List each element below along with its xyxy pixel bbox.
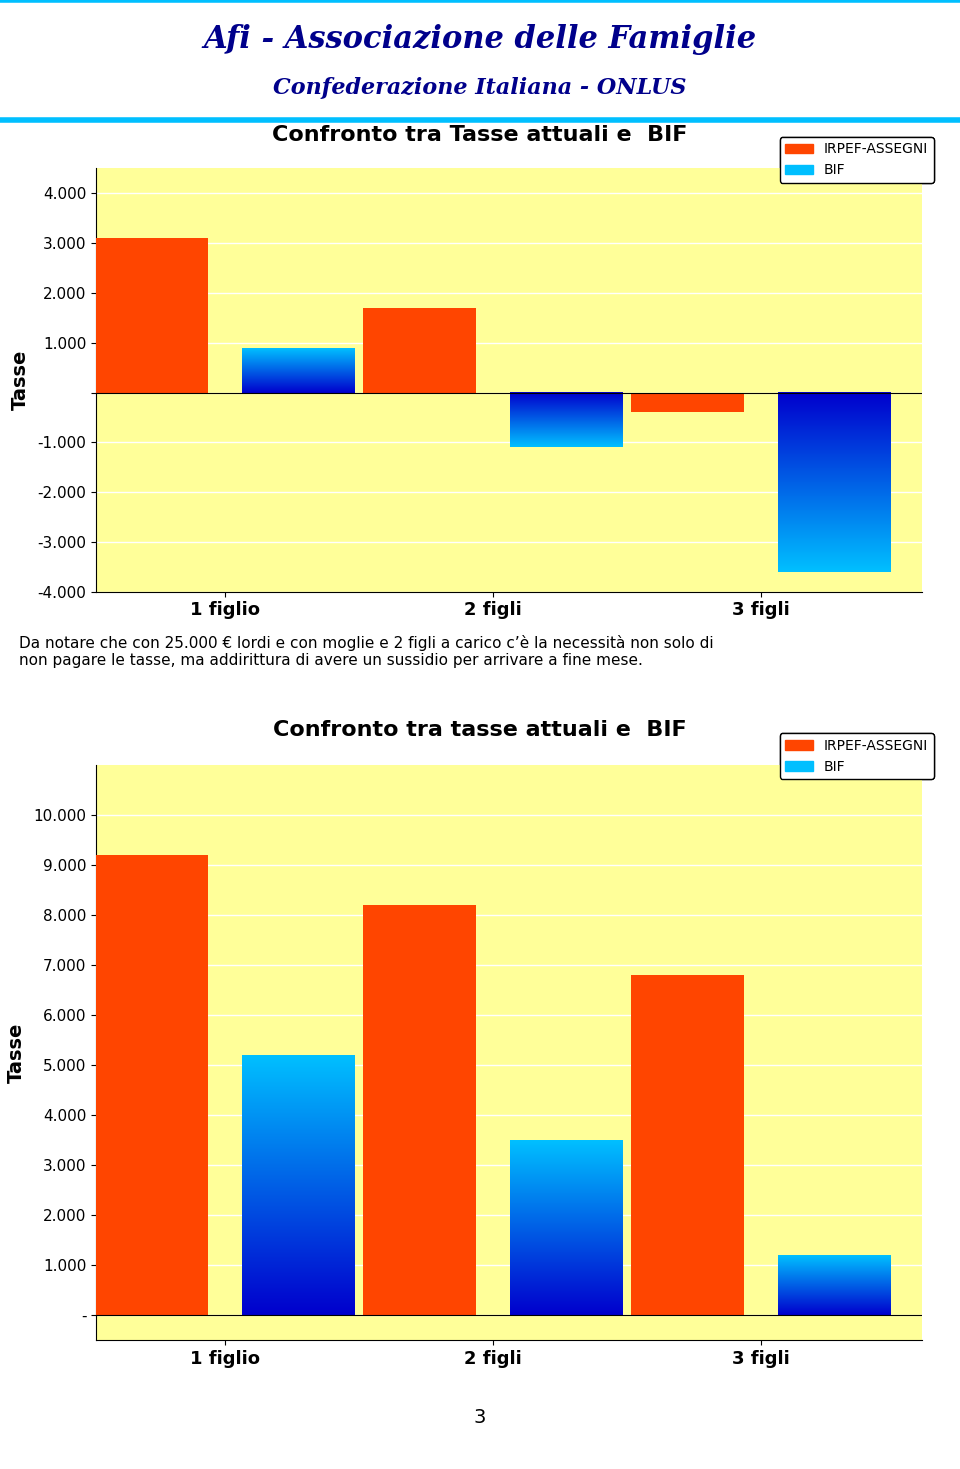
Legend: IRPEF-ASSEGNI, BIF: IRPEF-ASSEGNI, BIF [780,137,934,184]
Text: 40.000 € di reddito: 40.000 € di reddito [266,771,444,790]
Legend: IRPEF-ASSEGNI, BIF: IRPEF-ASSEGNI, BIF [780,733,934,779]
Text: lavoro dipendente moglie  a carico: lavoro dipendente moglie a carico [222,824,489,839]
Text: 3: 3 [474,1407,486,1426]
Text: Confederazione Italiana - ONLUS: Confederazione Italiana - ONLUS [274,76,686,98]
Text: Da notare che con 25.000 € lordi e con moglie e 2 figli a carico c’è la necessit: Da notare che con 25.000 € lordi e con m… [19,635,714,668]
Text: Afi - Associazione delle Famiglie: Afi - Associazione delle Famiglie [204,24,756,56]
Text: Confronto tra Tasse attuali e  BIF: Confronto tra Tasse attuali e BIF [273,125,687,145]
Text: lavoro dipendente moglie  a carico: lavoro dipendente moglie a carico [222,212,489,226]
Text: Confronto tra tasse attuali e  BIF: Confronto tra tasse attuali e BIF [274,720,686,739]
Text: 25.000 € di reddito: 25.000 € di reddito [266,169,444,187]
